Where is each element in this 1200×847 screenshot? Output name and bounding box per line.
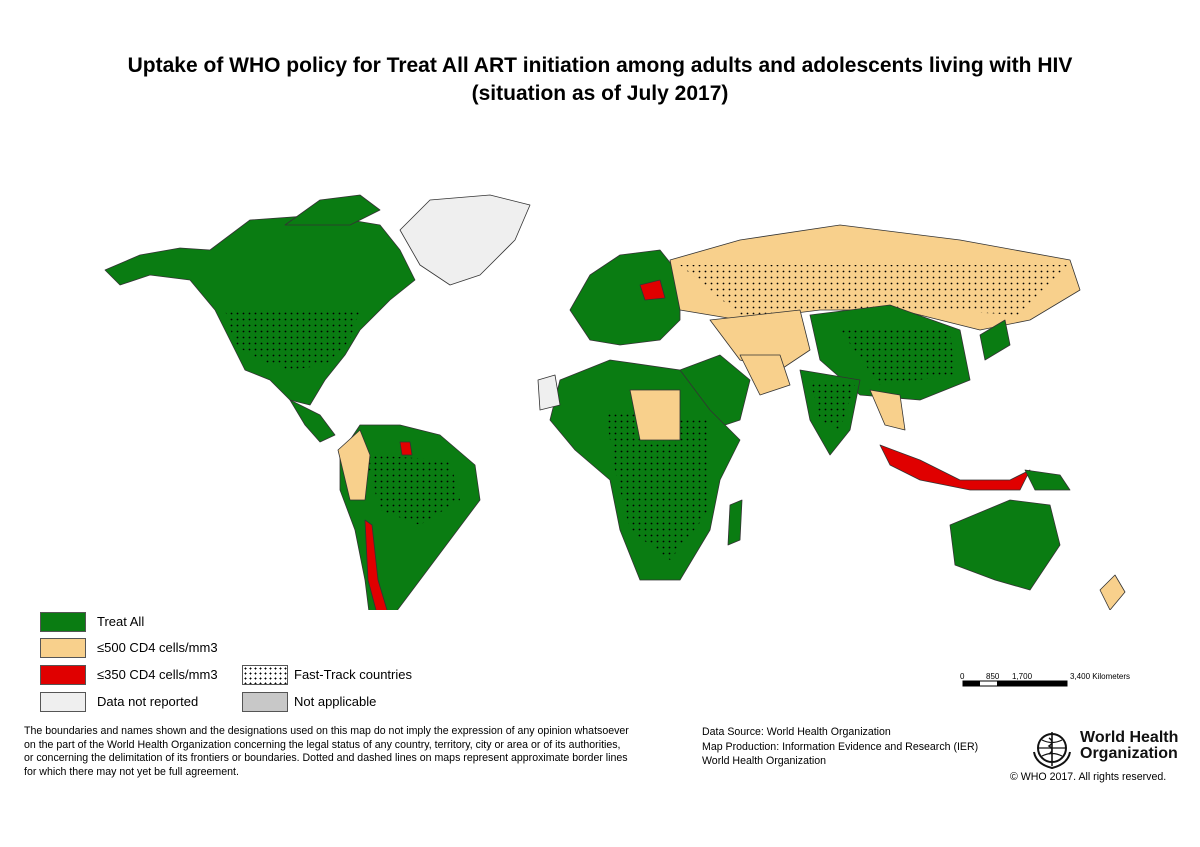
region-sahara-500 — [629, 389, 681, 441]
disclaimer-line: for which there may not yet be full agre… — [24, 765, 239, 778]
scale-tick-0: 0 — [960, 672, 965, 681]
region-africa-fasttrack — [605, 410, 710, 560]
scale-tick-850: 850 — [986, 672, 1000, 681]
world-map — [104, 194, 1126, 610]
source-line: Data Source: World Health Organization — [702, 726, 891, 738]
legend-label-treat-all: Treat All — [97, 614, 145, 629]
who-logo-text: World Health Organization — [1080, 730, 1178, 762]
region-arctic-islands — [284, 194, 381, 226]
region-chile-350 — [364, 519, 388, 610]
region-baltic-350 — [639, 279, 666, 301]
region-south-america-fasttrack — [365, 455, 460, 525]
disclaimer-line: on the part of the World Health Organiza… — [24, 738, 621, 751]
region-madagascar — [727, 499, 743, 546]
who-logo-line: World Health — [1080, 729, 1179, 746]
legend-swatch-fast-track — [242, 665, 288, 685]
region-japan — [979, 319, 1011, 361]
legend-label-cd4-350: ≤350 CD4 cells/mm3 — [97, 667, 218, 682]
region-india-fasttrack — [810, 380, 855, 430]
map-subtitle: (situation as of July 2017) — [471, 82, 729, 105]
region-indonesia-350 — [879, 444, 1031, 491]
legend-swatch-not-reported — [40, 692, 86, 712]
region-central-asia-500 — [709, 309, 811, 371]
region-andes-500 — [337, 429, 371, 501]
region-china-fasttrack — [840, 330, 955, 385]
region-nz-500 — [1099, 574, 1126, 610]
data-source: Data Source: World Health Organization M… — [702, 725, 978, 769]
copyright: © WHO 2017. All rights reserved. — [1010, 771, 1167, 783]
map-title: Uptake of WHO policy for Treat All ART i… — [127, 54, 1073, 77]
scale-bar — [962, 680, 1068, 687]
disclaimer-line: The boundaries and names shown and the d… — [24, 725, 629, 737]
who-logo-line: Organization — [1080, 745, 1178, 762]
who-emblem-icon — [1033, 732, 1071, 770]
region-iran-500 — [739, 354, 791, 396]
legend-label-fast-track: Fast-Track countries — [294, 667, 412, 682]
legend-swatch-not-applicable — [242, 692, 288, 712]
legend-label-not-applicable: Not applicable — [294, 694, 377, 709]
region-australia — [949, 499, 1061, 591]
source-line: Map Production: Information Evidence and… — [702, 740, 979, 753]
region-greenland — [399, 194, 531, 286]
region-central-america — [289, 399, 336, 443]
scale-tick-1700: 1,700 — [1012, 672, 1033, 681]
legend-swatch-treat-all — [40, 612, 86, 632]
legend-label-cd4-500: ≤500 CD4 cells/mm3 — [97, 640, 218, 655]
disclaimer: The boundaries and names shown and the d… — [24, 725, 664, 779]
scale-tick-3400: 3,400 Kilometers — [1070, 672, 1131, 681]
region-russia-fasttrack — [680, 265, 1070, 315]
legend-swatch-cd4-350 — [40, 665, 86, 685]
legend-swatch-cd4-500 — [40, 638, 86, 658]
region-se-asia-500 — [869, 389, 906, 431]
region-western-sahara — [537, 374, 561, 411]
region-usa-fasttrack — [225, 310, 360, 370]
disclaimer-line: or concerning the delimitation of its fr… — [24, 752, 628, 764]
source-line: World Health Organization — [702, 755, 827, 767]
legend-label-not-reported: Data not reported — [97, 694, 199, 709]
region-png — [1024, 469, 1071, 491]
region-guiana-350 — [399, 441, 413, 456]
